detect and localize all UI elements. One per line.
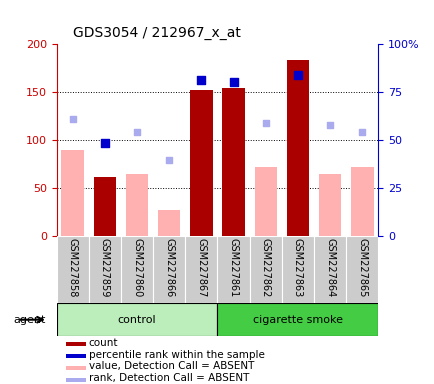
Bar bbox=[66, 378, 85, 382]
Bar bbox=[185, 236, 217, 303]
Bar bbox=[66, 366, 85, 370]
Bar bbox=[190, 90, 212, 236]
Point bbox=[69, 116, 76, 122]
Text: percentile rank within the sample: percentile rank within the sample bbox=[89, 349, 264, 359]
Bar bbox=[66, 354, 85, 358]
Text: GSM227862: GSM227862 bbox=[260, 238, 270, 298]
Point bbox=[230, 78, 237, 84]
Bar bbox=[153, 236, 185, 303]
Point bbox=[133, 128, 140, 135]
Text: GSM227867: GSM227867 bbox=[196, 238, 206, 298]
Bar bbox=[93, 177, 116, 236]
Point bbox=[165, 157, 172, 164]
Bar bbox=[217, 236, 249, 303]
Text: GSM227858: GSM227858 bbox=[68, 238, 77, 298]
Bar bbox=[89, 236, 121, 303]
Bar bbox=[56, 303, 217, 336]
Bar bbox=[217, 303, 378, 336]
Text: GSM227864: GSM227864 bbox=[325, 238, 334, 298]
Bar bbox=[61, 150, 84, 236]
Bar bbox=[249, 236, 281, 303]
Bar bbox=[318, 174, 341, 236]
Bar bbox=[281, 236, 313, 303]
Text: GSM227860: GSM227860 bbox=[132, 238, 141, 298]
Bar bbox=[121, 236, 153, 303]
Text: count: count bbox=[89, 338, 118, 348]
Text: GSM227863: GSM227863 bbox=[293, 238, 302, 298]
Bar bbox=[222, 88, 244, 236]
Bar bbox=[125, 174, 148, 236]
Text: value, Detection Call = ABSENT: value, Detection Call = ABSENT bbox=[89, 361, 253, 371]
Point bbox=[358, 129, 365, 136]
Bar bbox=[345, 236, 378, 303]
Bar bbox=[313, 236, 345, 303]
Bar bbox=[158, 210, 180, 236]
Bar bbox=[56, 236, 89, 303]
Bar bbox=[350, 167, 373, 236]
Point bbox=[294, 72, 301, 78]
Text: GSM227861: GSM227861 bbox=[228, 238, 238, 298]
Point bbox=[326, 122, 333, 128]
Bar bbox=[66, 342, 85, 346]
Text: GSM227859: GSM227859 bbox=[100, 238, 109, 298]
Text: agent: agent bbox=[13, 314, 45, 325]
Text: rank, Detection Call = ABSENT: rank, Detection Call = ABSENT bbox=[89, 374, 249, 384]
Text: control: control bbox=[118, 314, 156, 325]
Point bbox=[197, 76, 204, 83]
Point bbox=[262, 120, 269, 126]
Text: GDS3054 / 212967_x_at: GDS3054 / 212967_x_at bbox=[72, 26, 240, 40]
Text: cigarette smoke: cigarette smoke bbox=[253, 314, 342, 325]
Point bbox=[101, 140, 108, 146]
Bar bbox=[254, 167, 276, 236]
Text: GSM227866: GSM227866 bbox=[164, 238, 174, 298]
Bar bbox=[286, 60, 309, 236]
Text: GSM227865: GSM227865 bbox=[357, 238, 366, 298]
